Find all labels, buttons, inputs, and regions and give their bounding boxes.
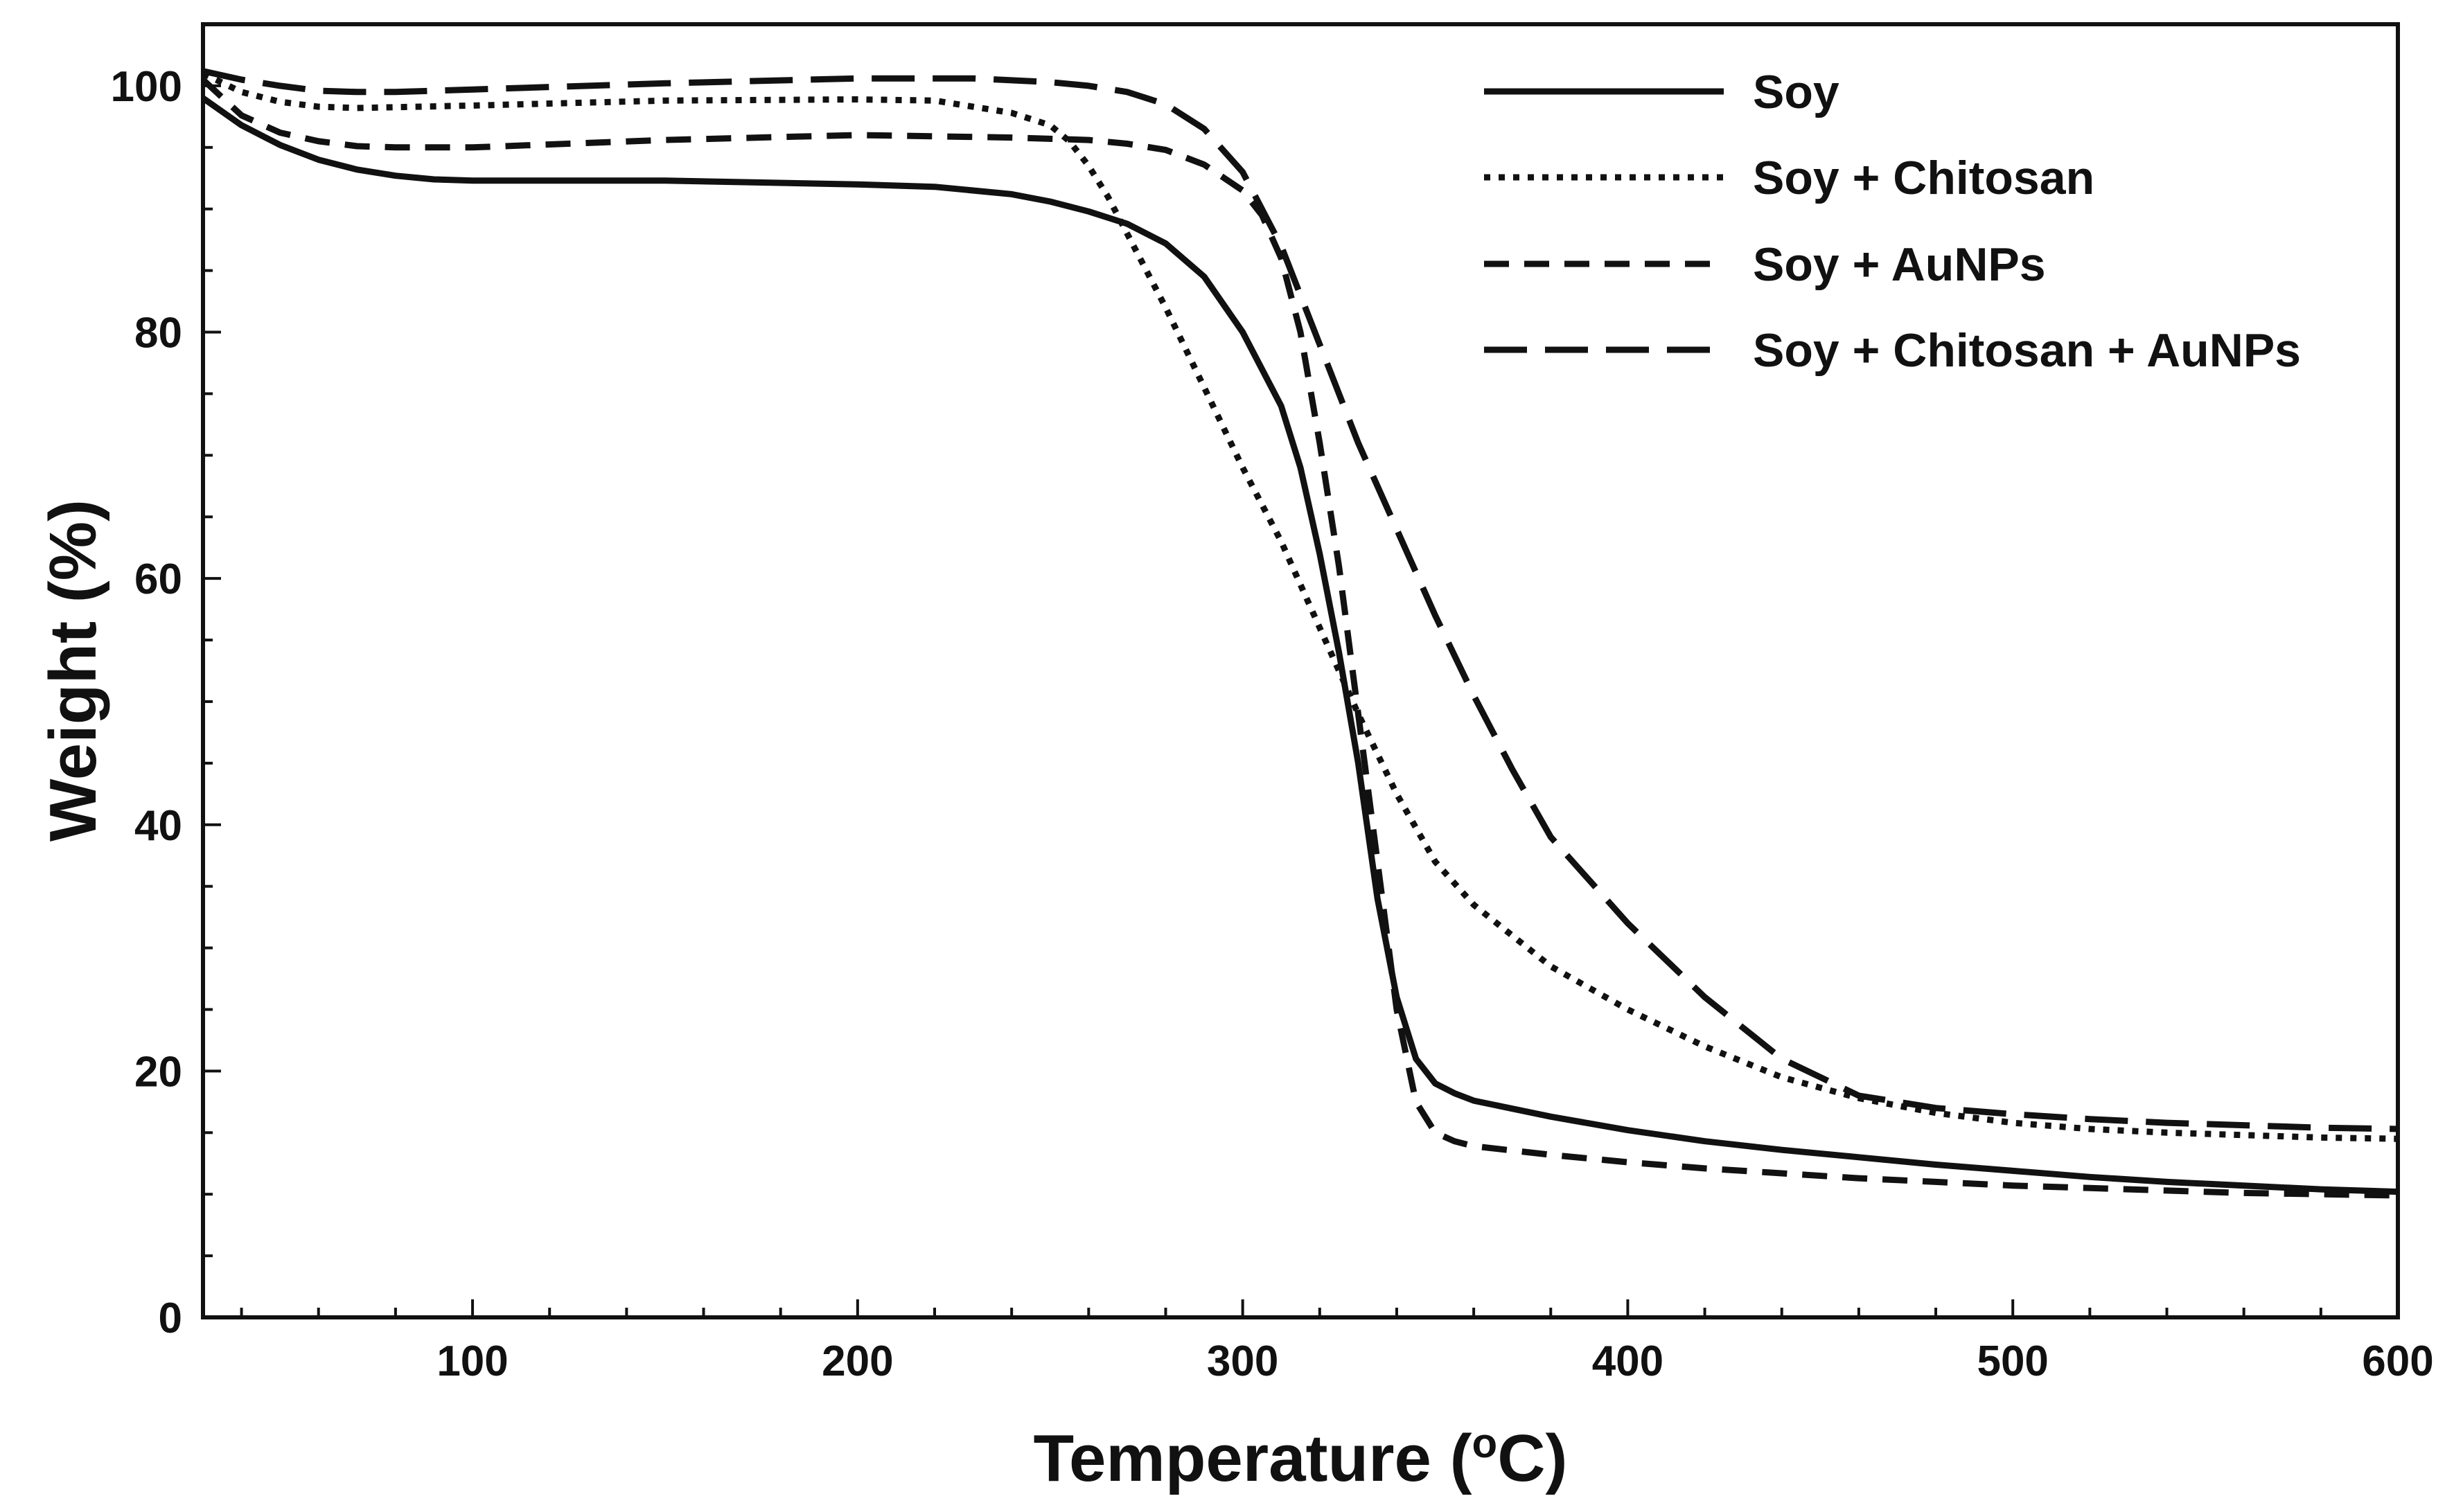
x-tick-label: 400	[1592, 1337, 1663, 1385]
plot-frame	[201, 22, 2400, 1319]
x-tick-label: 500	[1977, 1337, 2048, 1385]
x-axis-title-degree: o	[1472, 1420, 1498, 1466]
y-axis-title: Weight (%)	[36, 499, 110, 842]
series-line-1	[201, 96, 2399, 1195]
legend-label-3: Soy + AuNPs	[1753, 238, 2046, 291]
y-tick-label: 0	[159, 1295, 182, 1342]
series-line-4	[202, 68, 2399, 1132]
y-tick-label: 80	[134, 310, 182, 357]
series-line-3	[200, 77, 2399, 1199]
x-axis-title-unit: C)	[1497, 1421, 1567, 1495]
legend-label-1: Soy	[1753, 66, 1839, 118]
y-tick-label: 60	[134, 555, 182, 603]
x-tick-label: 100	[436, 1337, 508, 1385]
axis-ticks: 100 200 300 400 500 600 0 20 40 60 80 100	[111, 63, 2434, 1385]
x-axis-title: Temperature (oC)	[1034, 1420, 1568, 1495]
legend: Soy Soy + Chitosan Soy + AuNPs Soy + Chitos…	[1484, 66, 2301, 377]
series-group	[200, 68, 2399, 1199]
legend-label-4: Soy + Chitosan + AuNPs	[1753, 324, 2301, 377]
x-tick-label: 300	[1207, 1337, 1278, 1385]
x-axis-title-main: Temperature (	[1034, 1421, 1472, 1495]
y-tick-label: 20	[134, 1048, 182, 1096]
x-tick-label: 200	[822, 1337, 893, 1385]
y-tick-label: 40	[134, 802, 182, 850]
x-tick-label: 600	[2362, 1337, 2433, 1385]
series-line-2	[202, 71, 2399, 1142]
y-tick-label: 100	[111, 63, 182, 111]
legend-label-2: Soy + Chitosan	[1753, 152, 2094, 204]
